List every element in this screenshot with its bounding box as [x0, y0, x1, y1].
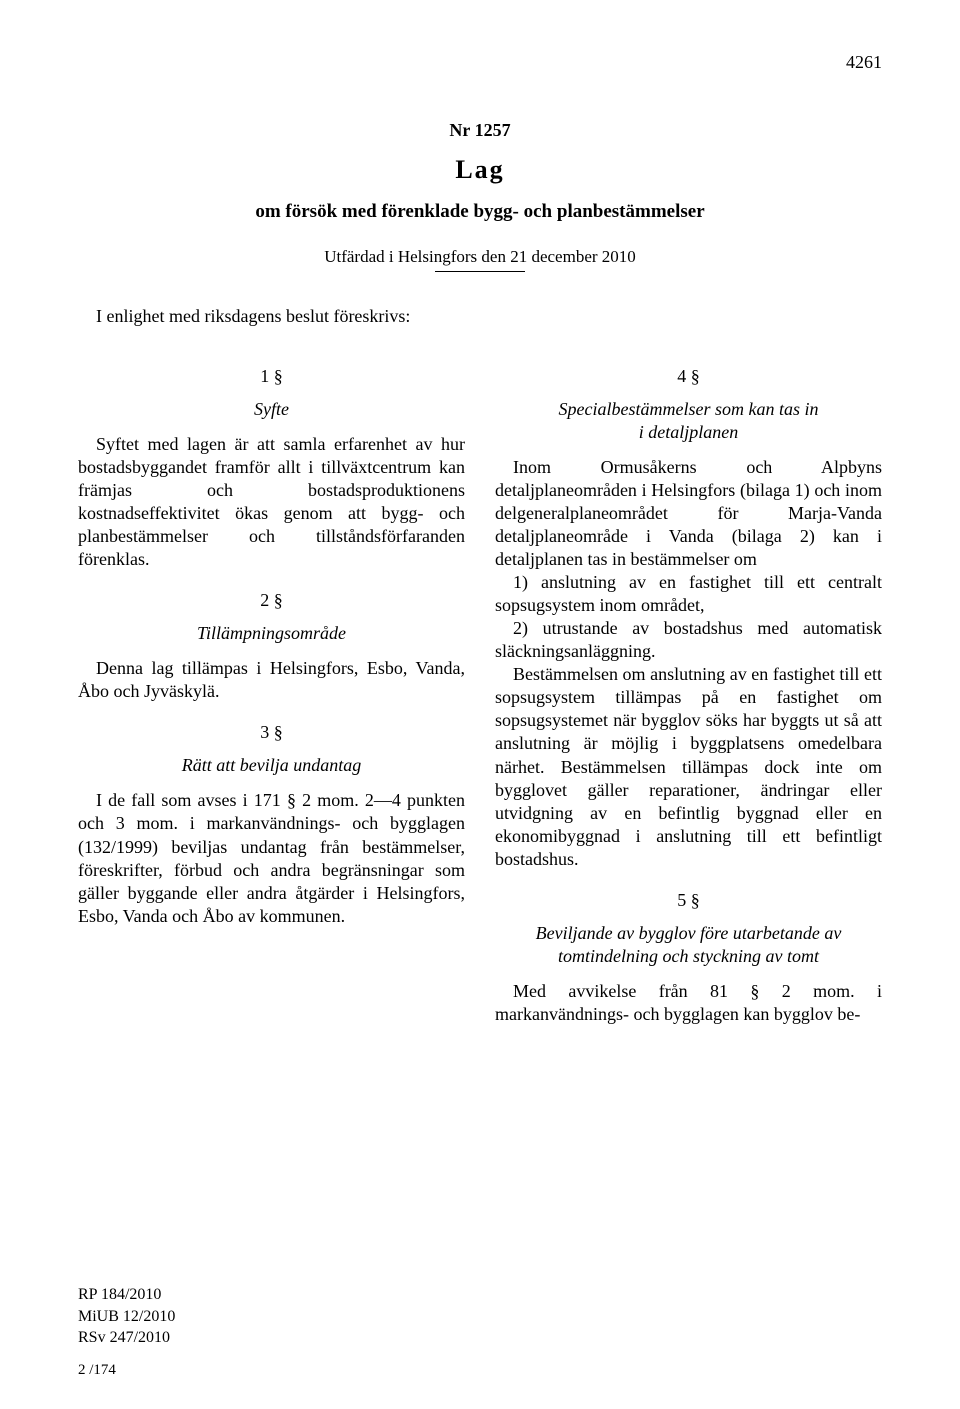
section-1-body: Syftet med lagen är att samla erfarenhet…	[78, 433, 465, 571]
section-4-title-line2: i detaljplanen	[639, 422, 738, 442]
section-4-p1: Inom Ormusåkerns och Alpbyns detaljplane…	[495, 456, 882, 571]
section-4-item2: 2) utrustande av bostadshus med automati…	[495, 617, 882, 663]
section-4-p2: Bestämmelsen om anslutning av en fastigh…	[495, 663, 882, 870]
section-2-body: Denna lag tillämpas i Helsingfors, Esbo,…	[78, 657, 465, 703]
section-1-number: 1 §	[78, 365, 465, 388]
document-subtitle: om försök med förenklade bygg- och planb…	[78, 201, 882, 223]
section-5-title-line1: Beviljande av bygglov före utarbetande a…	[536, 923, 842, 943]
section-2-number: 2 §	[78, 589, 465, 612]
document-number: Nr 1257	[78, 120, 882, 141]
footer-ref-2: MiUB 12/2010	[78, 1306, 175, 1328]
document-header: Nr 1257 Lag om försök med förenklade byg…	[78, 120, 882, 272]
section-1-title: Syfte	[78, 398, 465, 421]
section-2-title: Tillämpningsområde	[78, 622, 465, 645]
document-type: Lag	[78, 155, 882, 185]
right-column: 4 § Specialbestämmelser som kan tas in i…	[495, 347, 882, 1026]
section-3-number: 3 §	[78, 721, 465, 744]
section-4-item1: 1) anslutning av en fastighet till ett c…	[495, 571, 882, 617]
section-3-body: I de fall som avses i 171 § 2 mom. 2—4 p…	[78, 789, 465, 927]
footer-references: RP 184/2010 MiUB 12/2010 RSv 247/2010	[78, 1284, 175, 1349]
issued-line: Utfärdad i Helsingfors den 21 december 2…	[78, 247, 882, 267]
section-4-title: Specialbestämmelser som kan tas in i det…	[495, 398, 882, 444]
section-3-title: Rätt att bevilja undantag	[78, 754, 465, 777]
preamble: I enlighet med riksdagens beslut föreskr…	[78, 306, 882, 327]
section-5-title-line2: tomtindelning och styckning av tomt	[558, 946, 819, 966]
section-5-title: Beviljande av bygglov före utarbetande a…	[495, 922, 882, 968]
footer-page-indicator: 2 /174	[78, 1362, 116, 1379]
header-divider	[435, 271, 525, 272]
left-column: 1 § Syfte Syftet med lagen är att samla …	[78, 347, 465, 1026]
section-5-body: Med avvikelse från 81 § 2 mom. i markanv…	[495, 980, 882, 1026]
section-4-number: 4 §	[495, 365, 882, 388]
two-column-body: 1 § Syfte Syftet med lagen är att samla …	[78, 347, 882, 1026]
footer-ref-3: RSv 247/2010	[78, 1327, 175, 1349]
section-4-title-line1: Specialbestämmelser som kan tas in	[559, 399, 819, 419]
section-5-number: 5 §	[495, 889, 882, 912]
page-number-top: 4261	[846, 52, 882, 73]
footer-ref-1: RP 184/2010	[78, 1284, 175, 1306]
